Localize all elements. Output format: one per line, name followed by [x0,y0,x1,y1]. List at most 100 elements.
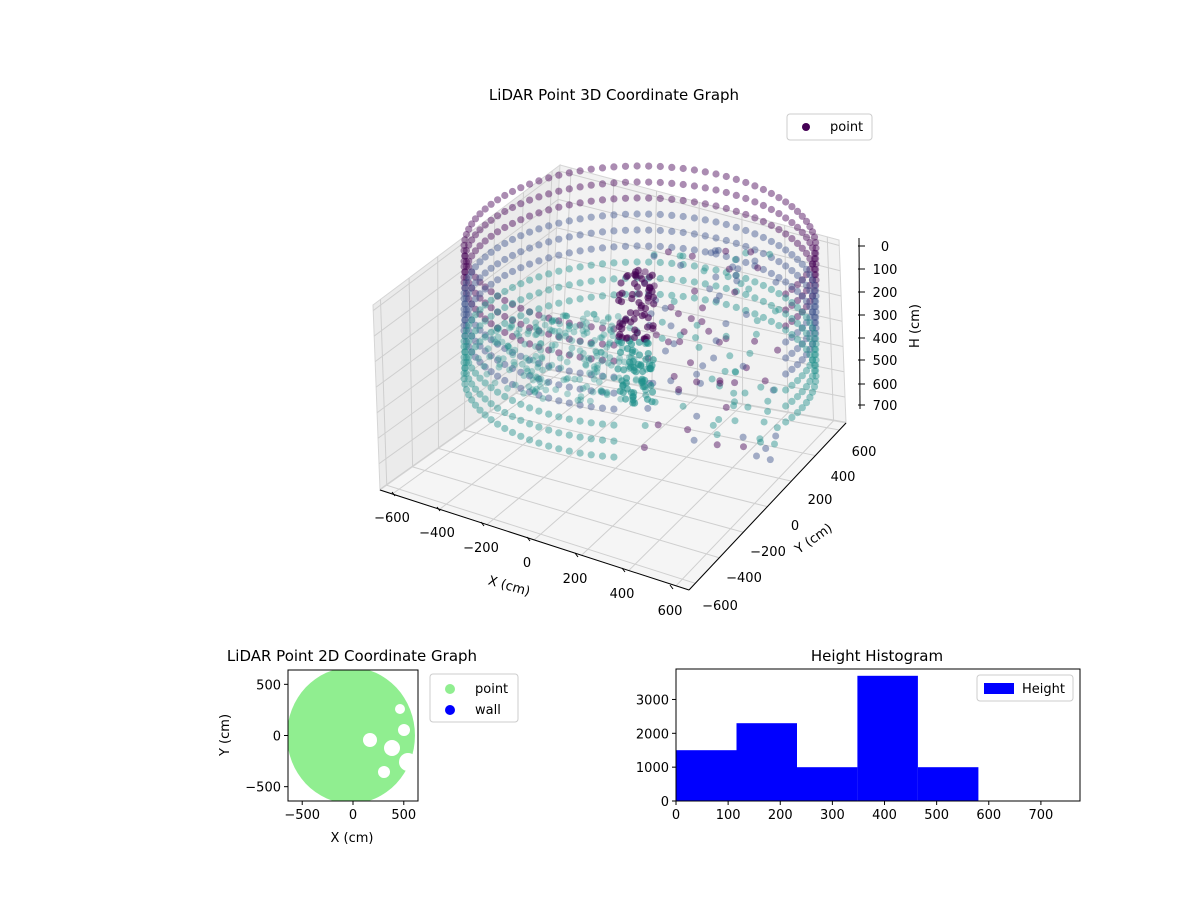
chart3d-point [812,271,820,279]
chart3d-point [570,328,578,336]
chart3d-point [775,290,783,298]
chart3d-point [788,301,796,309]
chart3d-point [715,292,723,300]
chart3d-point [487,232,495,240]
chart3d-point [770,386,778,394]
chart3d-point [812,367,820,375]
hist-xtick-label: 100 [716,808,741,823]
chart3d-point [535,193,543,201]
chart3d-point [492,327,500,335]
chart3d-point [548,316,556,324]
chart3d-point [587,261,595,269]
chart3d-point [812,335,820,343]
chart3d-point [610,163,618,171]
chart3d-point [465,343,473,351]
chart2d-xtick-label: −500 [284,808,320,823]
chart3d-point [487,312,495,320]
chart3d-point [707,249,715,257]
chart3d-point [585,356,593,364]
chart3d-point [517,296,525,304]
chart3d-point [555,219,563,227]
chart3d-point [806,361,814,369]
chart3d-point [722,332,730,340]
chart3d-point [598,388,607,396]
chart3d-point [617,298,626,306]
chart3d-point [679,164,687,173]
chart3d-point [759,265,768,274]
chart3d-point [460,359,468,367]
chart3d-point [576,433,584,441]
chart3d-point [690,198,699,206]
chart3d-point [638,275,646,283]
chart3d-point [648,388,657,396]
chart3d-point [565,265,573,273]
chart3d-point [526,420,534,428]
chart3d-point [598,276,607,284]
chart3d-point [579,315,587,323]
chart3d-point [504,385,511,392]
chart3d-point [587,371,595,379]
chart3d-point [621,194,630,202]
chart3d-point [806,377,814,385]
chart3d-point [545,442,553,450]
chart3d-point [591,337,599,344]
chart3d-point [468,268,476,276]
chart3d-xtick-label: 600 [658,604,683,619]
chart3d-point [751,262,759,270]
chart3d-point [687,359,694,367]
chart3d-point [555,299,563,307]
chart3d-point [567,350,574,358]
chart3d-point [598,356,607,364]
chart3d-point [782,198,790,206]
chart3d-point [674,310,682,318]
chart3d-point [802,297,811,305]
chart3d-point [506,366,513,374]
chart3d-point [742,258,750,267]
chart3d-point [545,222,553,230]
chart3d-point [609,332,617,340]
chart3d-point [460,369,468,377]
chart3d-point [664,338,672,346]
chart3d-point [481,363,489,371]
chart3d-point [742,178,750,187]
chart3d-point [772,278,780,286]
chart3d-point [555,429,563,437]
chart3d-point [495,355,502,362]
chart3d-point [462,278,470,287]
chart3d-point [793,271,802,279]
chart3d-point [732,368,740,376]
chart3d-point [565,201,573,209]
chart3d-point [802,287,811,295]
chart3d-point [751,198,759,206]
chart3d-point [712,298,720,306]
chart3d-ytick-label: 600 [852,445,877,460]
chart3d-point [576,183,584,191]
chart3d-point [810,361,819,369]
chart3d-ztick-label: 200 [873,286,898,301]
chart3d-point [764,397,772,405]
chart3d-point [598,244,607,252]
chart3d-point [798,308,806,316]
chart3d-point [610,357,618,365]
chart3d-point [701,264,709,272]
chart3d-point [512,381,519,389]
chart3d-point [487,248,495,256]
chart3d-point [621,358,628,366]
chart3d-point [476,310,484,318]
chart3d-point [648,398,656,406]
chart3d-point [798,324,806,332]
chart3d-point [806,287,814,295]
chart3d-point [501,376,509,385]
chart3d-point [461,316,469,324]
chart3d-point [476,406,484,414]
chart3d-point [461,268,469,276]
chart3d-point [680,328,688,336]
chart3d-ztick-label: 300 [873,309,898,324]
chart3d-point [565,431,573,439]
chart3d-point [810,281,819,289]
chart3d-point [585,354,592,362]
chart3d-point [775,194,783,202]
chart3d-point [545,362,553,370]
chart3d-point [564,374,572,382]
chart3d-point [590,310,598,318]
